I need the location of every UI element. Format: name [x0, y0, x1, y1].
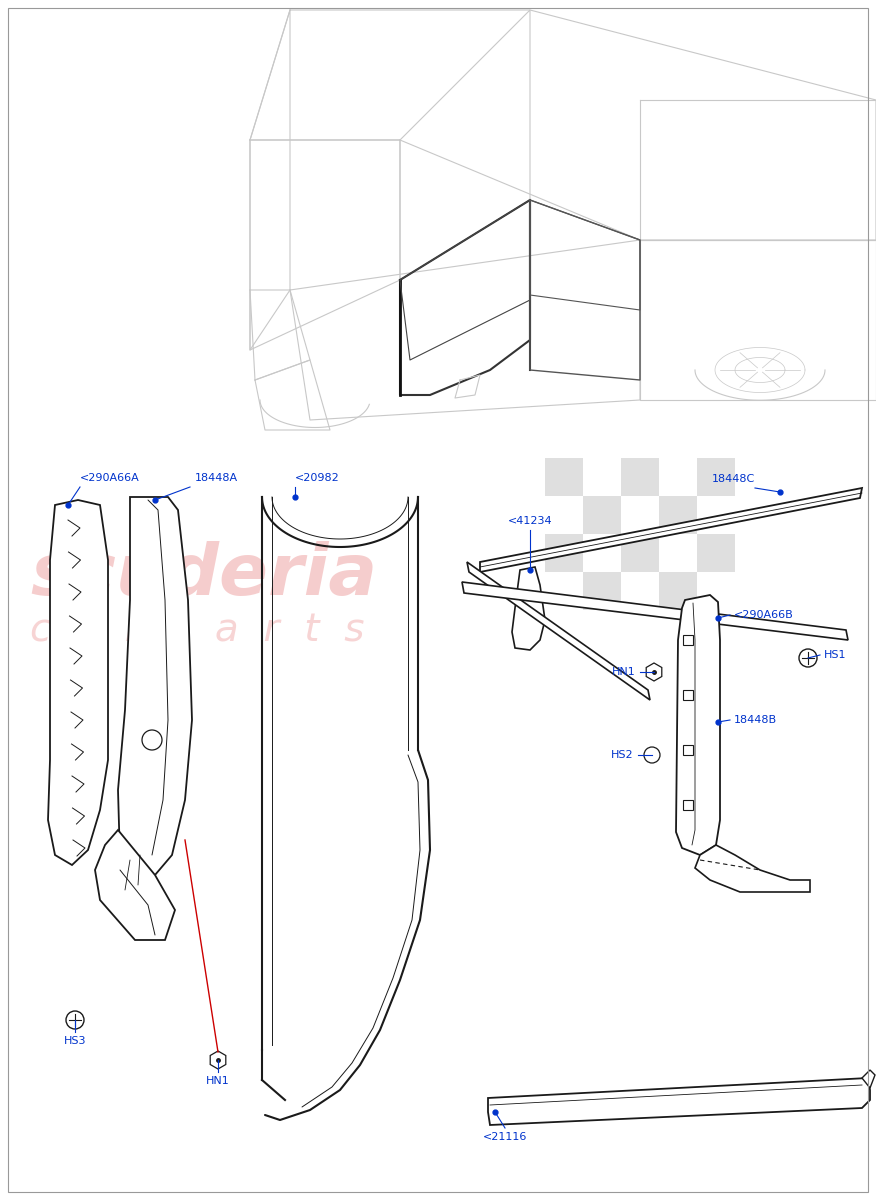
Bar [621, 572, 659, 610]
Bar [621, 496, 659, 534]
Text: <21116: <21116 [483, 1132, 527, 1142]
Bar [583, 534, 621, 572]
Text: 18448B: 18448B [734, 715, 777, 725]
Bar [697, 572, 735, 610]
Bar [621, 534, 659, 572]
Bar [659, 572, 697, 610]
Bar [545, 458, 583, 496]
Text: <41234: <41234 [508, 516, 552, 526]
Polygon shape [480, 488, 862, 572]
Text: HS3: HS3 [64, 1036, 86, 1046]
Text: HS2: HS2 [611, 750, 634, 760]
Text: c  a  r  p  a  r  t  s: c a r p a r t s [30, 611, 364, 649]
Polygon shape [462, 582, 848, 640]
Polygon shape [683, 635, 693, 646]
Polygon shape [646, 662, 661, 680]
Bar [583, 496, 621, 534]
Bar [697, 496, 735, 534]
Polygon shape [48, 500, 108, 865]
Polygon shape [512, 566, 545, 650]
Bar [583, 458, 621, 496]
Polygon shape [95, 830, 175, 940]
Bar [659, 496, 697, 534]
Polygon shape [118, 497, 192, 875]
Text: HS1: HS1 [824, 650, 846, 660]
Bar [545, 496, 583, 534]
Text: HN1: HN1 [612, 667, 636, 677]
Polygon shape [488, 1078, 870, 1126]
Bar [583, 572, 621, 610]
Text: <20982: <20982 [295, 473, 340, 482]
Bar [621, 458, 659, 496]
Bar [659, 458, 697, 496]
Polygon shape [862, 1070, 875, 1088]
Text: HN1: HN1 [206, 1076, 230, 1086]
Polygon shape [683, 800, 693, 810]
Polygon shape [467, 562, 650, 700]
Bar [697, 534, 735, 572]
Text: 18448C: 18448C [711, 474, 755, 484]
Text: 18448A: 18448A [195, 473, 238, 482]
Polygon shape [676, 595, 720, 854]
Polygon shape [683, 690, 693, 700]
Text: <290A66A: <290A66A [80, 473, 140, 482]
Polygon shape [683, 745, 693, 755]
Bar [545, 572, 583, 610]
Bar [659, 534, 697, 572]
Bar [697, 458, 735, 496]
Polygon shape [695, 845, 810, 892]
Polygon shape [210, 1051, 226, 1069]
Text: <290A66B: <290A66B [734, 610, 794, 620]
Bar [545, 534, 583, 572]
Text: scuderia: scuderia [30, 540, 378, 610]
